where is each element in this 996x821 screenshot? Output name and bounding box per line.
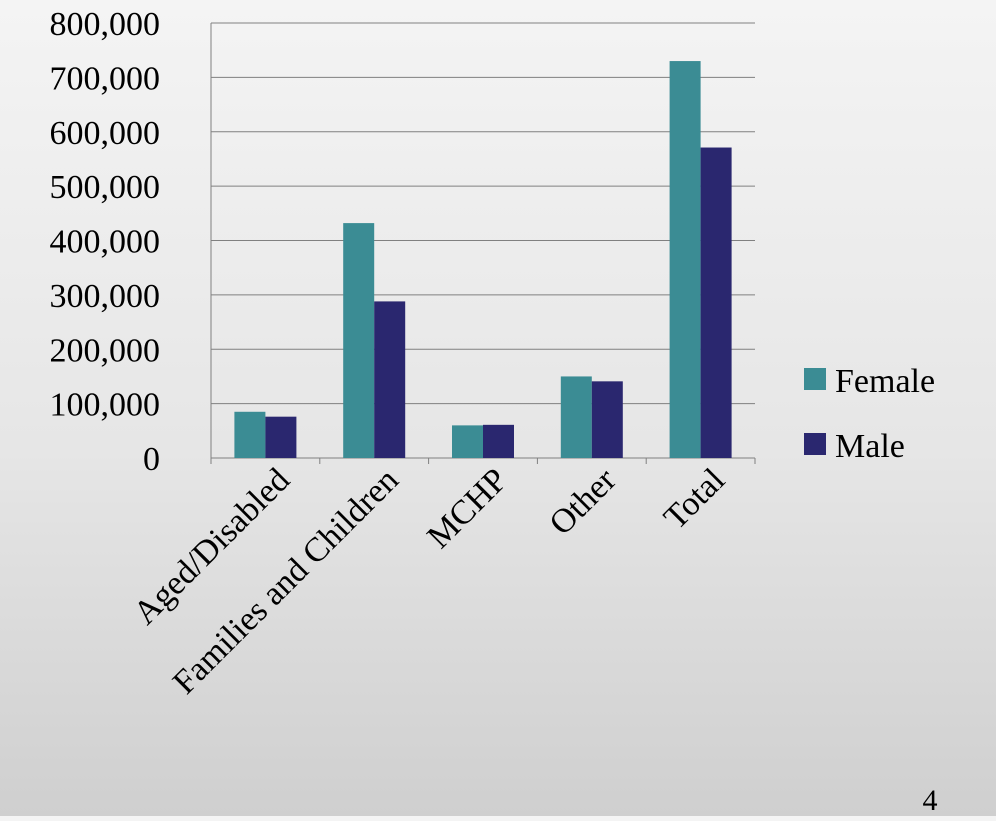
y-tick-labels: 0 100,000 200,000 300,000 400,000 500,000 600,… bbox=[50, 6, 161, 478]
bar-female bbox=[452, 425, 483, 458]
y-tick-label: 700,000 bbox=[50, 60, 161, 97]
bar-male bbox=[483, 424, 514, 458]
bar-female bbox=[669, 61, 701, 458]
y-tick-label: 800,000 bbox=[50, 6, 161, 43]
gridlines bbox=[211, 22, 755, 405]
bars bbox=[234, 61, 732, 459]
page-number: 4 bbox=[923, 784, 938, 816]
y-tick-label: 300,000 bbox=[50, 278, 161, 315]
legend-label-male: Male bbox=[835, 428, 905, 465]
y-tick-label: 400,000 bbox=[50, 224, 161, 261]
y-tick-label: 100,000 bbox=[50, 387, 161, 424]
x-tick-label: MCHP bbox=[420, 461, 514, 555]
legend-label-female: Female bbox=[835, 363, 935, 400]
bar-male bbox=[265, 416, 297, 458]
bar-male bbox=[700, 147, 732, 459]
y-tick-label: 200,000 bbox=[50, 332, 161, 369]
bar-female bbox=[234, 411, 266, 458]
bar-female bbox=[560, 376, 592, 458]
legend-swatch-male bbox=[804, 433, 826, 455]
x-tick-label: Other bbox=[543, 461, 624, 542]
y-tick-label: 600,000 bbox=[50, 115, 161, 152]
y-tick-label: 0 bbox=[143, 441, 160, 478]
bar-male bbox=[374, 301, 406, 458]
legend-swatch-female bbox=[804, 368, 826, 390]
bar-female bbox=[343, 223, 375, 458]
legend: Female Male bbox=[804, 363, 935, 465]
x-tick-label: Total bbox=[657, 461, 732, 536]
bar-male bbox=[591, 381, 623, 458]
y-tick-label: 500,000 bbox=[50, 169, 161, 206]
